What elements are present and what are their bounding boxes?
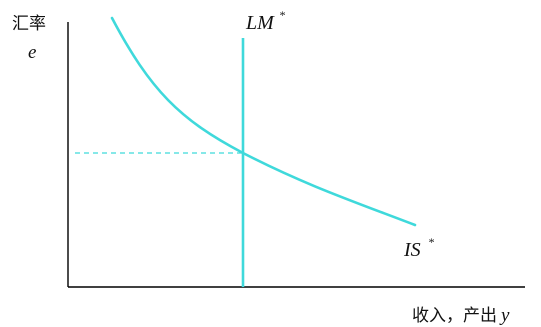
y-axis-name: 汇率: [12, 14, 46, 34]
is-star-curve: [110, 16, 417, 227]
lm-star: *: [279, 8, 285, 22]
is-label: IS: [403, 239, 421, 261]
lm-label: LM: [245, 12, 275, 34]
y-axis-symbol: e: [28, 42, 36, 63]
x-axis-name: 收入，产出: [412, 306, 497, 326]
x-axis-symbol: y: [499, 305, 510, 326]
is-star: *: [428, 235, 434, 249]
